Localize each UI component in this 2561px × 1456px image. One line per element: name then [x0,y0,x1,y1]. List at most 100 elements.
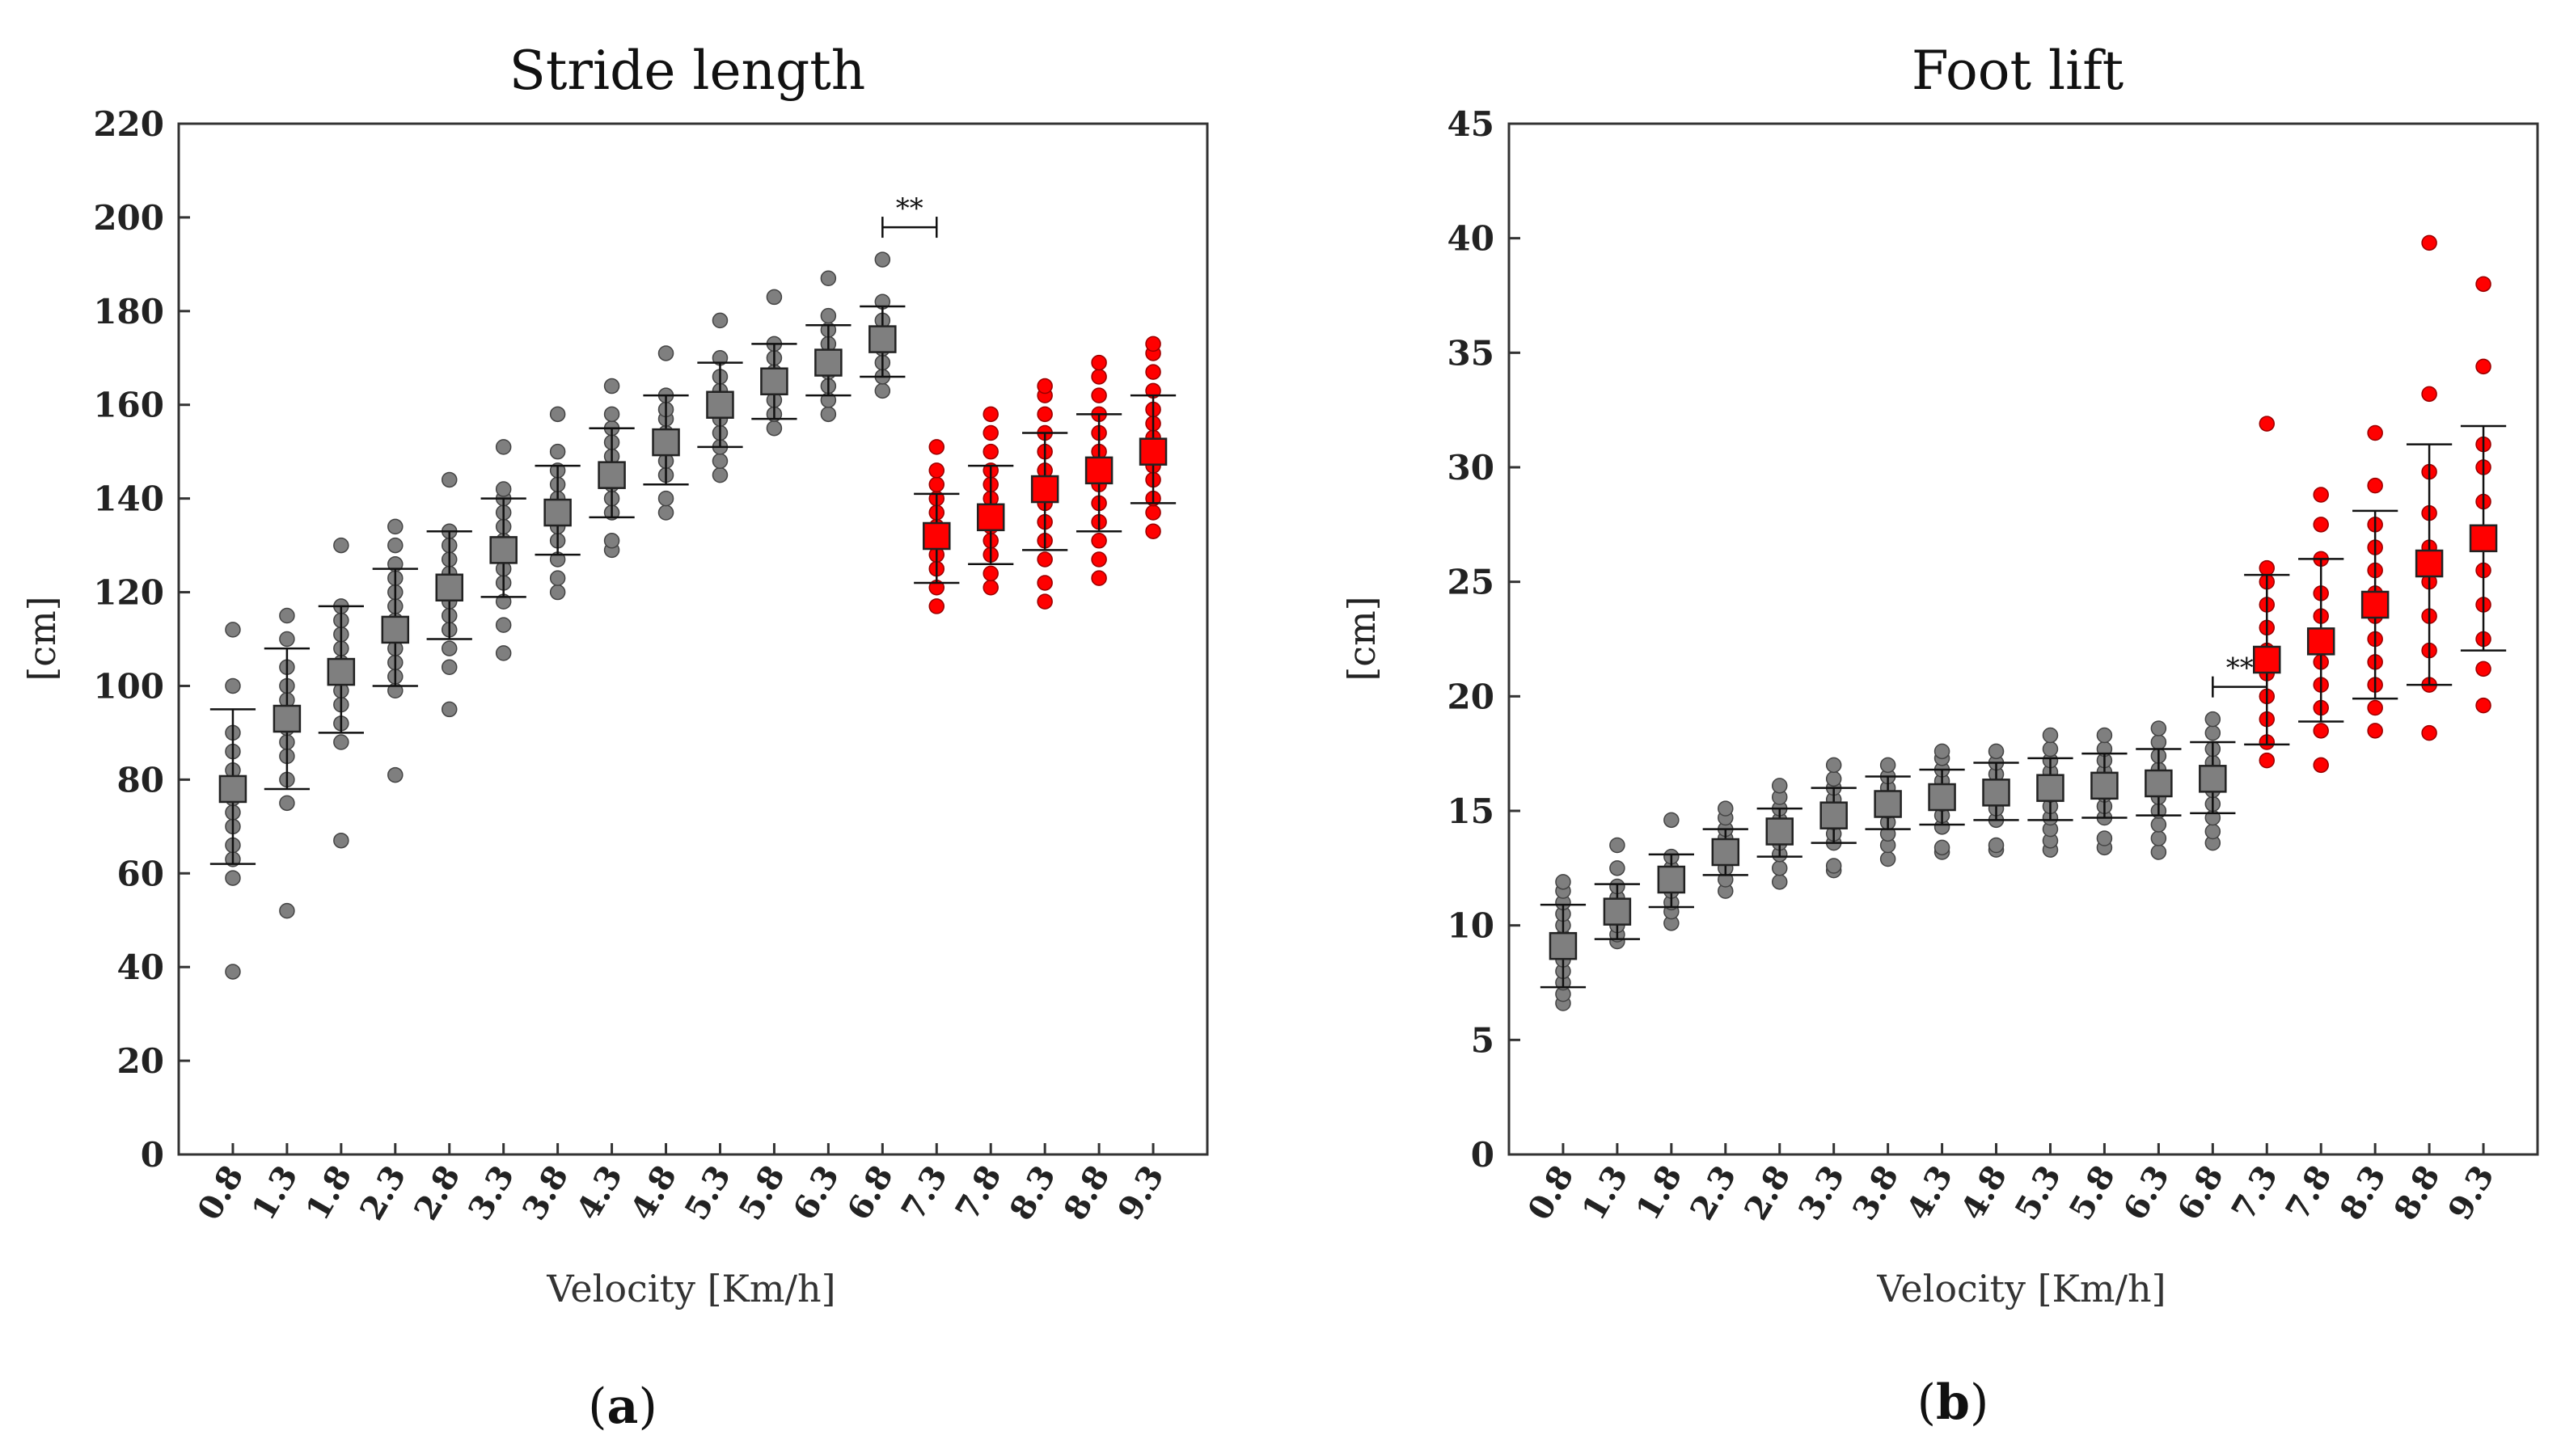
x-tick-label: 1.3 [244,1159,306,1227]
x-tick-label: 8.8 [1056,1159,1118,1227]
walking-data-point [1933,839,1950,856]
x-tick-label: 6.8 [2170,1159,2231,1227]
walking-data-point [2150,817,2167,833]
running-data-point [1145,504,1161,521]
x-tick-label: 4.3 [1900,1159,1961,1227]
x-tick-label: 0.8 [1520,1159,1582,1227]
significance-stars: ** [2226,652,2254,685]
walking-data-point [2042,727,2059,744]
x-tick-label: 3.3 [461,1159,522,1227]
x-axis-label-a: Velocity [Km/h] [546,1267,835,1310]
x-tick-label: 3.3 [1791,1159,1853,1227]
x-tick-label: 8.3 [1002,1159,1063,1227]
x-tick-label: 0.8 [190,1159,251,1227]
running-data-point [2313,487,2329,503]
running-data-point [2259,752,2276,769]
walking-data-point [1988,837,2005,854]
x-tick-label: 5.8 [2062,1159,2124,1227]
running-data-point [2421,234,2437,251]
running-data-point [2313,757,2329,774]
running-data-point [983,580,999,596]
walking-data-point [657,504,674,521]
walking-data-point [603,378,620,395]
y-tick-label: 0 [141,1135,164,1175]
walking-mean-marker [2199,765,2227,793]
running-mean-marker [2253,645,2281,674]
walking-mean-marker [1982,779,2010,807]
walking-mean-marker [1657,865,1686,894]
running-data-point [1145,364,1161,380]
x-tick-label: 6.8 [839,1159,901,1227]
y-tick-label: 0 [1471,1135,1494,1175]
walking-data-point [549,584,566,601]
running-data-point [928,598,945,614]
running-data-point [1037,406,1053,423]
running-data-point [2475,276,2491,293]
running-data-point [2475,660,2491,677]
running-data-point [1145,523,1161,539]
running-mean-marker [2415,549,2444,578]
running-mean-marker [2306,627,2335,656]
running-data-point [1037,575,1053,591]
x-tick-label: 8.8 [2386,1159,2448,1227]
x-tick-label: 1.8 [1629,1159,1690,1227]
running-data-point [1091,369,1107,385]
walking-data-point [1555,874,1571,890]
walking-mean-marker [543,498,572,527]
walking-data-point [1771,874,1788,890]
y-tick-label: 35 [1447,333,1494,373]
panel-b-foot-lift: Foot lift Velocity [Km/h] [cm] (b) 0 5 10 1… [1340,40,2539,1431]
x-tick-label: 5.3 [678,1159,739,1227]
running-data-point [1091,533,1107,549]
walking-mean-marker [2036,774,2064,802]
running-data-point [928,462,945,479]
panel-label-a: (a) [588,1378,657,1435]
x-tick-label: 2.8 [1737,1159,1798,1227]
running-data-point [1037,378,1053,395]
walking-data-point [333,734,349,750]
y-axis-label-a: [cm] [20,596,64,681]
running-data-point [2313,723,2329,739]
running-data-point [2475,697,2491,714]
running-mean-marker [2469,524,2498,553]
running-data-point [2367,477,2383,494]
walking-data-point [2204,711,2221,728]
y-tick-label: 200 [93,198,164,238]
y-tick-label: 80 [117,760,164,800]
y-tick-label: 45 [1447,104,1494,144]
panel-letter-b: b [1936,1374,1970,1431]
walking-data-point [712,312,729,329]
walking-data-point [820,270,837,286]
walking-data-point [1718,800,1734,817]
walking-data-point [441,471,458,488]
walking-mean-marker [706,390,734,419]
y-tick-label: 220 [93,104,164,144]
running-mean-marker [976,503,1005,532]
y-tick-label: 160 [93,386,164,425]
x-tick-label: 1.3 [1574,1159,1636,1227]
walking-data-point [225,870,241,886]
walking-data-point [387,766,404,783]
walking-mean-marker [652,428,680,457]
x-tick-label: 5.8 [732,1159,793,1227]
walking-mean-marker [435,573,463,601]
walking-data-point [333,832,349,849]
walking-data-point [1609,837,1625,854]
x-tick-label: 7.8 [2278,1159,2339,1227]
running-data-point [2367,723,2383,739]
walking-data-point [225,677,241,694]
chart-title-b: Foot lift [1912,40,2124,102]
x-tick-label: 4.8 [1954,1159,2015,1227]
walking-data-point [441,659,458,676]
running-data-point [928,476,945,492]
running-data-point [2421,386,2437,403]
running-data-point [928,439,945,455]
significance-stars: ** [896,192,923,225]
running-data-point [2313,517,2329,533]
walking-mean-marker [598,461,626,489]
walking-mean-marker [868,325,897,353]
walking-data-point [495,481,512,497]
walking-data-point [1988,743,2005,760]
y-tick-label: 40 [117,947,164,987]
walking-data-point [1825,858,1842,874]
